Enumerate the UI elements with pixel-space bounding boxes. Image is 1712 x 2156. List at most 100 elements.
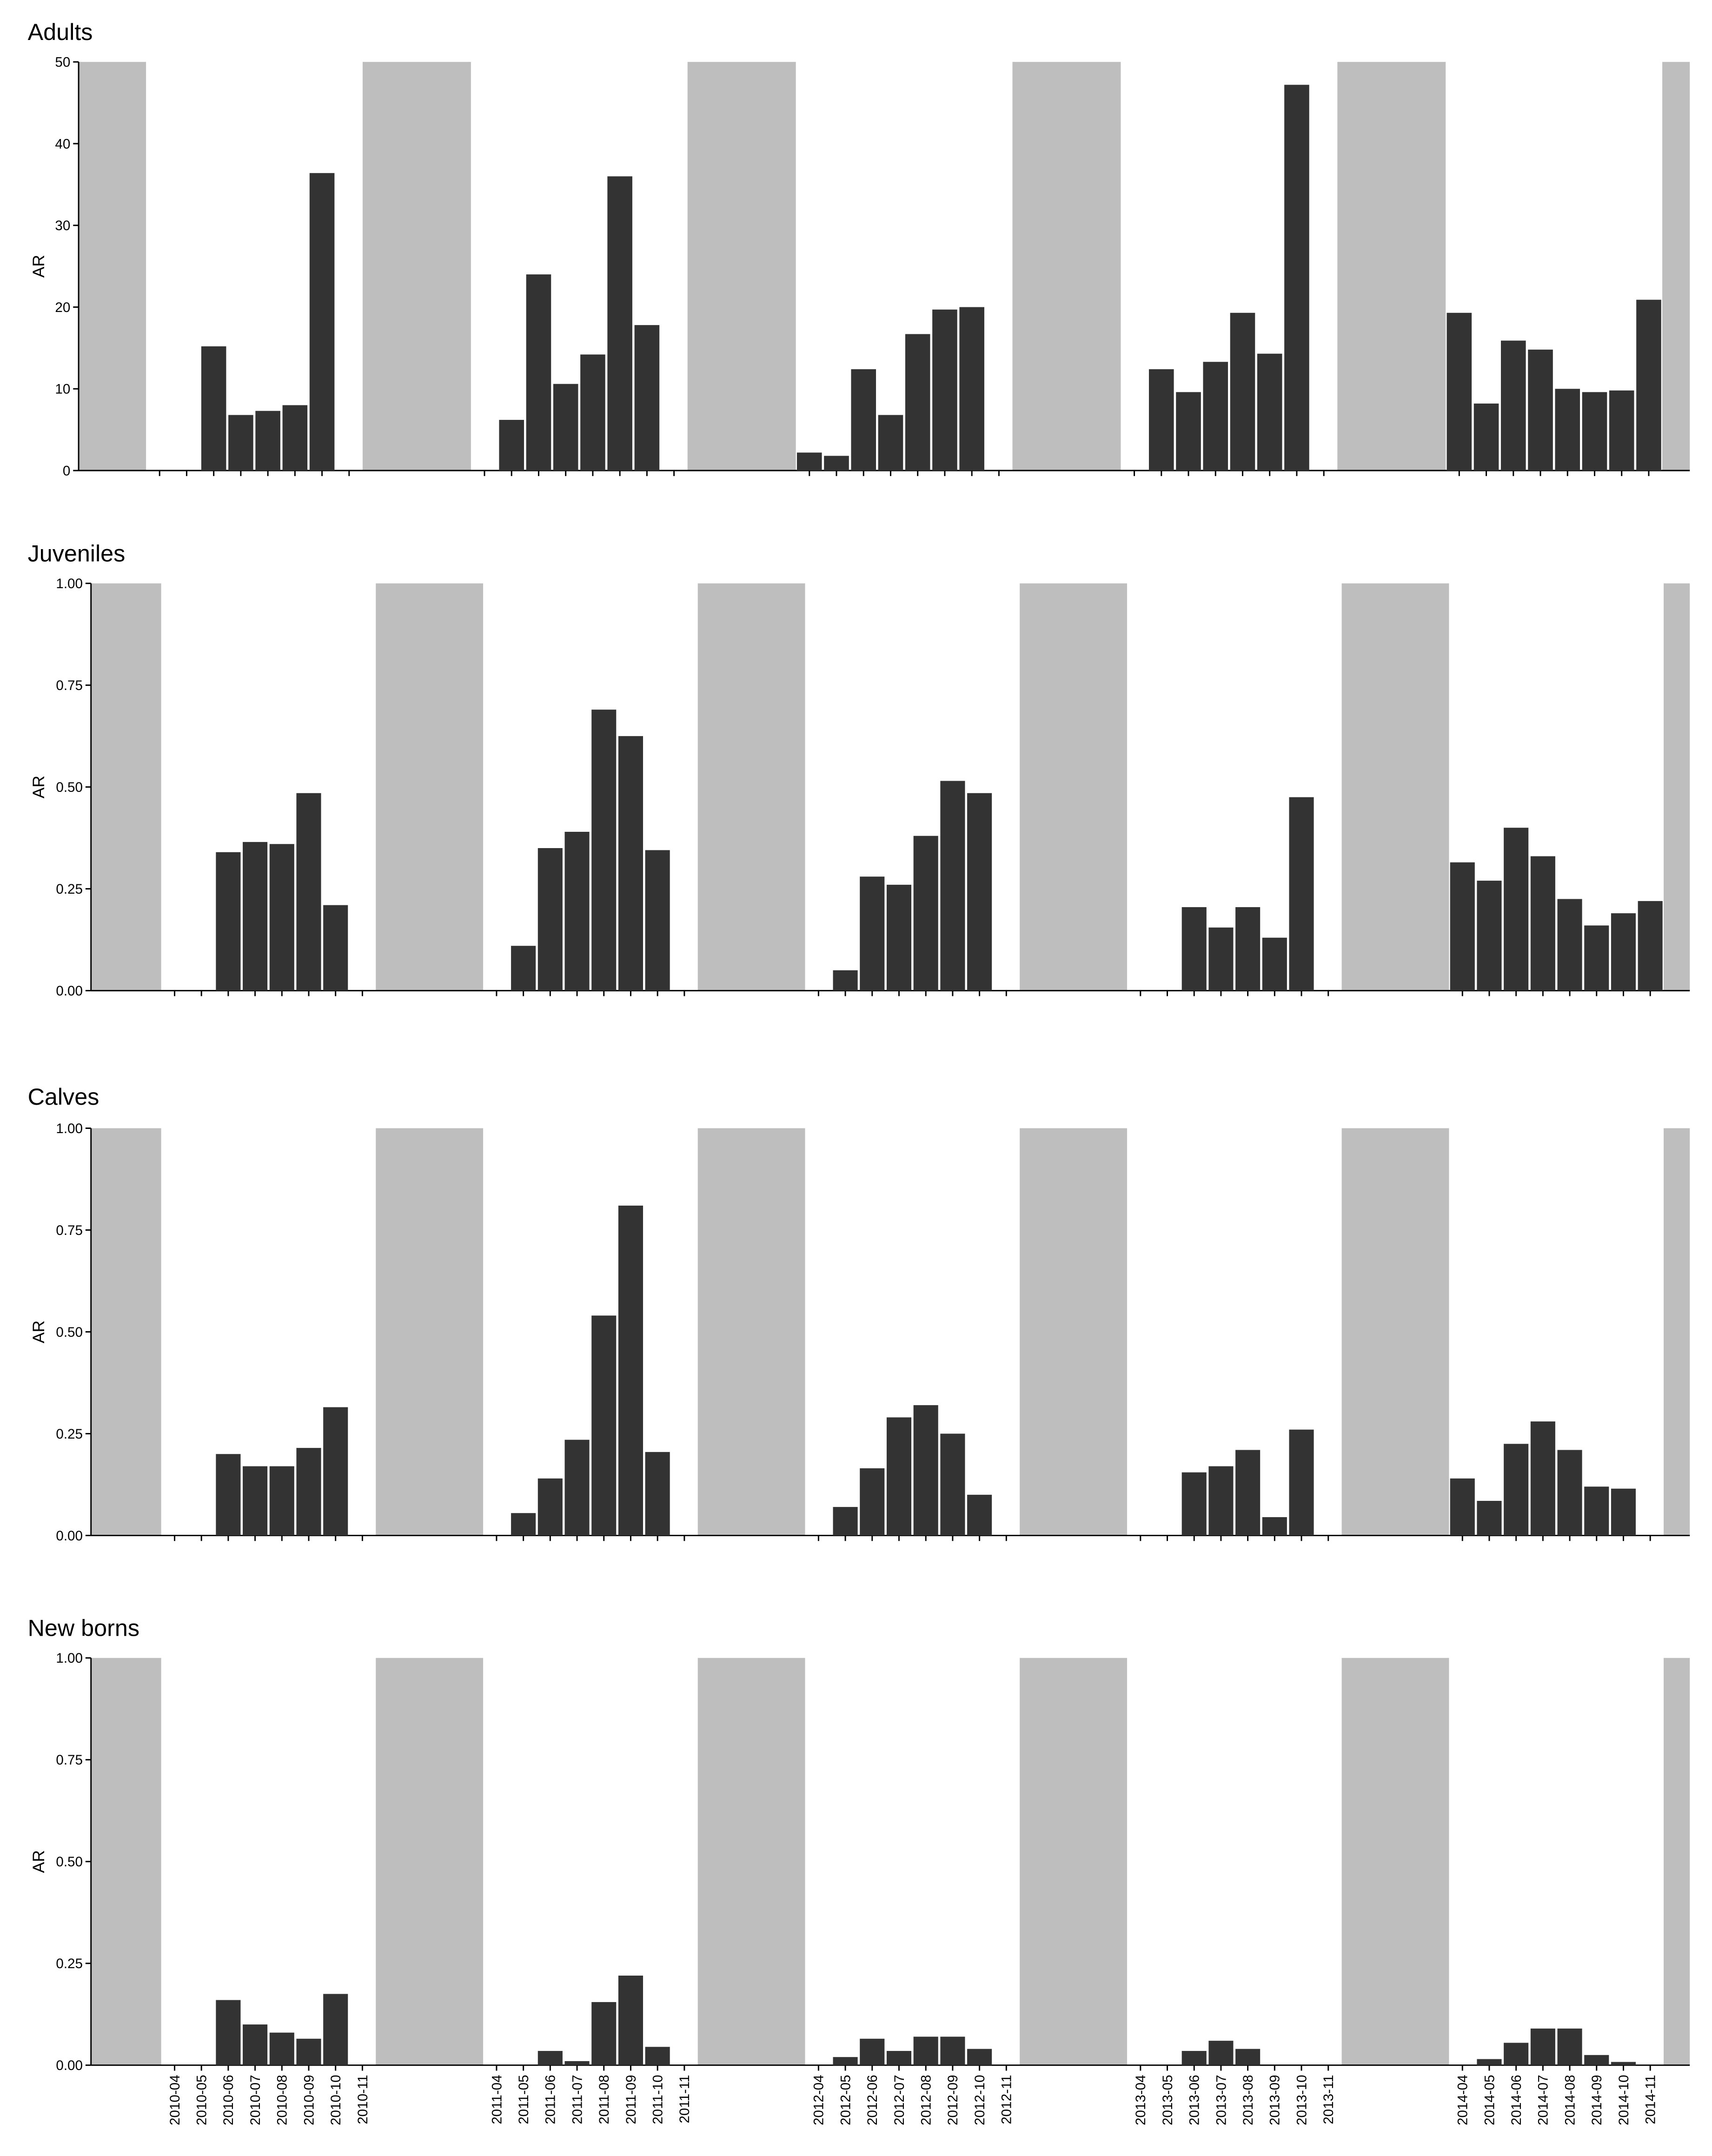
bar	[1262, 1517, 1287, 1536]
bar	[860, 2038, 885, 2065]
bar	[940, 781, 965, 991]
bar	[1473, 403, 1499, 471]
bar	[553, 384, 578, 471]
bar	[833, 970, 858, 991]
y-axis-label: AR	[29, 776, 48, 798]
bar	[323, 905, 348, 991]
x-tick-label: 2012-05	[838, 2075, 853, 2125]
off-season	[1664, 1658, 1690, 2065]
bar	[1530, 1421, 1555, 1536]
bar	[499, 420, 524, 471]
x-tick-label: 2011-08	[597, 2075, 612, 2124]
off-season	[91, 583, 161, 991]
bar	[228, 415, 253, 471]
y-tick-label: 0.00	[56, 2058, 83, 2073]
y-tick-label: 0.00	[56, 983, 83, 999]
off-season	[376, 1658, 484, 2065]
y-tick-label: 0	[63, 463, 70, 478]
bar	[959, 307, 984, 471]
bar	[243, 842, 268, 991]
bar	[1528, 349, 1553, 471]
bar	[591, 1315, 617, 1536]
x-tick-label: 2011-05	[516, 2075, 531, 2124]
bar	[634, 325, 660, 471]
bar	[1235, 1450, 1261, 1536]
bar	[796, 452, 822, 471]
x-tick-label: 2011-10	[650, 2075, 665, 2124]
bar	[940, 2037, 965, 2065]
x-tick-label: 2010-06	[221, 2075, 236, 2125]
bar	[1181, 907, 1207, 991]
bar	[564, 1440, 590, 1536]
off-season	[1020, 583, 1127, 991]
bar	[1477, 2059, 1502, 2065]
bar	[1181, 1472, 1207, 1536]
bar	[564, 2061, 590, 2065]
y-axis-label: AR	[29, 1320, 48, 1343]
bar	[851, 369, 876, 471]
bar	[243, 1466, 268, 1536]
x-tick-label: 2014-05	[1482, 2075, 1497, 2125]
bar	[1504, 828, 1529, 991]
bar	[905, 334, 930, 471]
bar	[1477, 1500, 1502, 1536]
off-season	[1662, 62, 1690, 471]
x-tick-label: 2010-07	[248, 2075, 263, 2125]
bar	[1557, 899, 1582, 991]
bar	[1501, 340, 1526, 471]
x-tick-label: 2014-08	[1562, 2075, 1578, 2125]
x-tick-label: 2011-11	[677, 2075, 692, 2123]
bar	[913, 2037, 938, 2065]
bar	[1611, 1488, 1636, 1536]
off-season	[1337, 62, 1446, 471]
bar	[1208, 2041, 1234, 2065]
bar	[1611, 2062, 1636, 2065]
x-tick-label: 2011-07	[570, 2075, 585, 2124]
bar	[1557, 2028, 1582, 2065]
x-tick-label: 2011-06	[543, 2075, 558, 2124]
x-tick-label: 2014-11	[1643, 2075, 1659, 2124]
bar	[1230, 312, 1255, 471]
bar	[1289, 797, 1314, 991]
bar	[1447, 312, 1472, 471]
panel-title: Adults	[28, 19, 93, 45]
x-tick-label: 2013-10	[1294, 2075, 1309, 2125]
bar	[296, 2038, 321, 2065]
off-season	[1020, 1658, 1127, 2065]
off-season	[697, 1658, 805, 2065]
off-season	[1012, 62, 1121, 471]
bar	[913, 836, 938, 991]
bar	[645, 850, 670, 991]
bar	[967, 1494, 992, 1536]
x-tick-label: 2012-06	[865, 2075, 880, 2125]
bar	[1176, 392, 1201, 471]
bar	[282, 405, 308, 471]
bar	[833, 1507, 858, 1536]
bar	[1530, 856, 1555, 991]
x-tick-label: 2013-04	[1133, 2075, 1148, 2125]
bar	[878, 415, 903, 471]
y-tick-label: 0.75	[56, 678, 83, 693]
bar	[1582, 392, 1607, 471]
off-season	[1341, 583, 1449, 991]
bar	[886, 1417, 912, 1536]
x-tick-label: 2012-08	[919, 2075, 934, 2125]
off-season	[376, 1128, 484, 1536]
bar	[1450, 1478, 1475, 1536]
bar	[537, 1478, 563, 1536]
bar	[1530, 2028, 1555, 2065]
bar	[1609, 390, 1634, 471]
y-axis-label: AR	[29, 255, 48, 278]
x-tick-label: 2013-11	[1321, 2075, 1336, 2124]
bar	[824, 456, 849, 471]
bar	[1557, 1450, 1582, 1536]
bar	[913, 1405, 938, 1536]
x-tick-label: 2013-06	[1187, 2075, 1202, 2125]
x-tick-label: 2013-07	[1214, 2075, 1229, 2125]
bar	[1257, 353, 1282, 471]
bar	[216, 2000, 241, 2065]
bar	[591, 710, 617, 991]
bar	[296, 793, 321, 991]
